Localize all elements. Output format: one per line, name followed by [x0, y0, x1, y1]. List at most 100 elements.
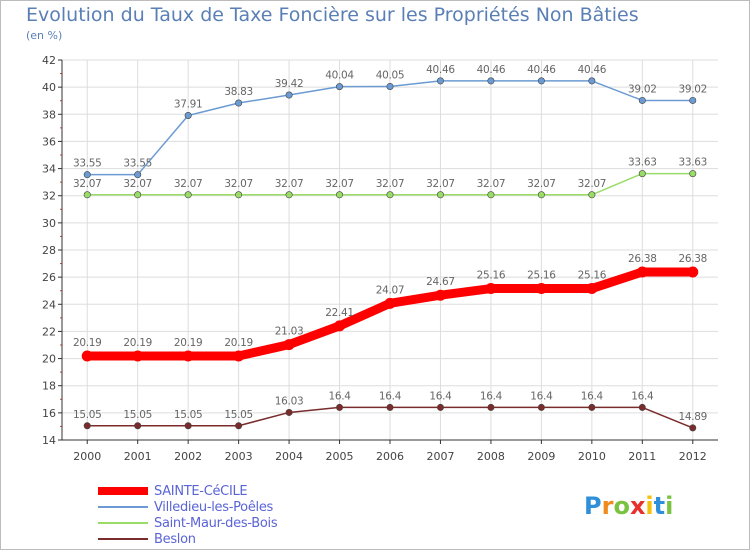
data-point — [285, 91, 293, 99]
data-point — [588, 403, 596, 411]
data-point — [436, 191, 444, 199]
data-point — [182, 350, 194, 362]
y-tick-label: 40 — [42, 81, 56, 94]
logo-letter: o — [613, 492, 630, 520]
data-label: 32.07 — [477, 178, 506, 190]
data-label: 20.19 — [123, 337, 152, 349]
legend-item-sainte-cecile[interactable]: SAINTE-CéCILE — [98, 483, 277, 499]
data-label: 16.4 — [328, 390, 351, 402]
data-label: 16.4 — [631, 390, 654, 402]
data-label: 39.02 — [678, 83, 707, 95]
data-label: 32.07 — [578, 178, 607, 190]
data-point — [638, 403, 646, 411]
x-tick-label: 2007 — [426, 450, 454, 463]
data-point — [687, 266, 699, 278]
y-tick-label: 16 — [42, 407, 56, 420]
data-label: 16.4 — [429, 390, 452, 402]
legend-item-villedieu[interactable]: Villedieu-les-Poêles — [98, 499, 277, 515]
data-label: 24.07 — [376, 284, 405, 296]
data-label: 33.63 — [628, 157, 657, 169]
data-label: 40.04 — [325, 70, 354, 82]
data-point — [386, 191, 394, 199]
data-label: 40.46 — [578, 64, 607, 76]
data-point — [134, 191, 142, 199]
data-point — [334, 320, 346, 332]
logo-letter: t — [653, 492, 666, 520]
data-point — [336, 83, 344, 91]
x-tick-label: 2009 — [527, 450, 555, 463]
y-tick-label: 28 — [42, 244, 56, 257]
data-label: 24.67 — [426, 276, 455, 288]
x-tick-label: 2012 — [679, 450, 707, 463]
data-label: 37.91 — [174, 99, 203, 111]
data-label: 32.07 — [224, 178, 253, 190]
x-tick-label: 2006 — [376, 450, 404, 463]
data-label: 32.07 — [527, 178, 556, 190]
data-label: 32.07 — [325, 178, 354, 190]
data-label: 32.07 — [376, 178, 405, 190]
data-point — [588, 191, 596, 199]
y-tick-label: 26 — [42, 271, 56, 284]
x-tick-label: 2005 — [326, 450, 354, 463]
y-tick-label: 38 — [42, 108, 56, 121]
legend-label: Saint-Maur-des-Bois — [154, 515, 278, 531]
legend-item-beslon[interactable]: Beslon — [98, 531, 277, 547]
data-label: 21.03 — [275, 326, 304, 338]
data-point — [184, 422, 192, 430]
data-point — [537, 77, 545, 85]
y-tick-label: 18 — [42, 380, 56, 393]
data-label: 15.05 — [73, 409, 102, 421]
logo-letter: P — [584, 492, 602, 520]
data-label: 40.46 — [477, 64, 506, 76]
data-label: 25.16 — [578, 270, 607, 282]
data-label: 14.89 — [678, 411, 707, 423]
logo-letter: r — [601, 492, 614, 520]
data-point — [285, 191, 293, 199]
logo-letter: x — [629, 492, 646, 520]
data-point — [535, 283, 547, 295]
data-label: 20.19 — [224, 337, 253, 349]
data-label: 40.46 — [527, 64, 556, 76]
data-point — [436, 77, 444, 85]
data-point — [283, 339, 295, 351]
data-label: 26.38 — [678, 253, 707, 265]
data-point — [81, 350, 93, 362]
data-point — [184, 191, 192, 199]
y-tick-label: 36 — [42, 135, 56, 148]
chart-title: Evolution du Taux de Taxe Foncière sur l… — [26, 4, 639, 26]
data-label: 15.05 — [123, 409, 152, 421]
data-label: 25.16 — [477, 270, 506, 282]
data-point — [487, 77, 495, 85]
data-label: 40.46 — [426, 64, 455, 76]
y-tick-label: 22 — [42, 325, 56, 338]
data-label: 32.07 — [275, 178, 304, 190]
data-label: 26.38 — [628, 253, 657, 265]
data-label: 33.55 — [123, 158, 152, 170]
legend-item-saint-maur[interactable]: Saint-Maur-des-Bois — [98, 515, 278, 531]
legend-swatch-saint-maur — [98, 522, 148, 524]
data-label: 40.05 — [376, 69, 405, 81]
data-label: 39.02 — [628, 83, 657, 95]
y-tick-label: 24 — [42, 298, 56, 311]
data-label: 16.4 — [530, 390, 553, 402]
proxiti-logo: Proxiti — [584, 492, 673, 520]
data-point — [132, 350, 144, 362]
x-tick-label: 2000 — [73, 450, 101, 463]
logo-letter: i — [665, 492, 674, 520]
data-label: 33.63 — [678, 157, 707, 169]
y-tick-label: 30 — [42, 217, 56, 230]
x-tick-label: 2008 — [477, 450, 505, 463]
data-point — [134, 171, 142, 179]
logo-letter: i — [645, 492, 654, 520]
data-point — [233, 350, 245, 362]
y-tick-label: 34 — [42, 163, 56, 176]
data-label: 25.16 — [527, 270, 556, 282]
legend: SAINTE-CéCILE Villedieu-les-Poêles Saint… — [98, 483, 278, 547]
data-point — [638, 170, 646, 178]
data-label: 15.05 — [174, 409, 203, 421]
data-point — [336, 403, 344, 411]
legend-label: SAINTE-CéCILE — [154, 483, 248, 499]
data-label: 39.42 — [275, 78, 304, 90]
y-axis-unit-label: (en %) — [26, 29, 63, 42]
